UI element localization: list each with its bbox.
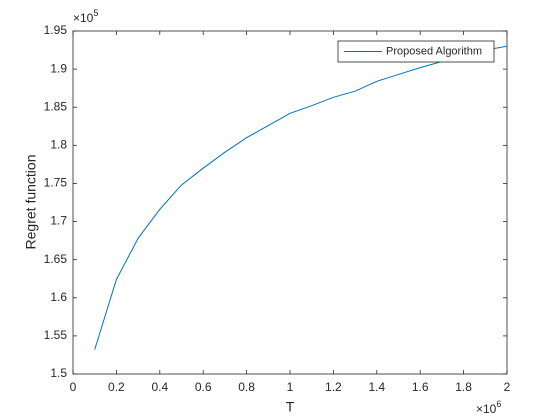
y-tick-label: 1.6	[50, 290, 67, 304]
x-tick-label: 1.2	[325, 380, 342, 394]
x-tick-label: 0.4	[151, 380, 168, 394]
x-tick-label: 0.8	[238, 380, 255, 394]
y-tick-label: 1.8	[50, 138, 67, 152]
y-tick-label: 1.65	[44, 252, 68, 266]
x-tick-label: 1.6	[412, 380, 429, 394]
y-multiplier-exponent: 5	[93, 8, 98, 18]
x-multiplier-base: ×10	[476, 402, 497, 416]
data-line	[94, 45, 508, 350]
x-axis-label: T	[286, 399, 295, 415]
y-axis-label: Regret function	[23, 155, 39, 250]
y-tick-label: 1.9	[50, 61, 67, 75]
x-tick-label: 0.6	[195, 380, 212, 394]
x-tick-label: 0.2	[108, 380, 125, 394]
y-tick-label: 1.75	[44, 176, 68, 190]
x-tick-label: 2	[504, 380, 511, 394]
y-tick-label: 1.95	[44, 23, 68, 37]
axes-box	[72, 30, 508, 375]
y-tick-label: 1.55	[44, 328, 68, 342]
x-multiplier: ×106	[476, 399, 501, 416]
x-tick-label: 1.8	[455, 380, 472, 394]
y-tick-label: 1.85	[44, 99, 68, 113]
y-tick-label: 1.7	[50, 214, 67, 228]
x-tick-label: 1	[287, 380, 294, 394]
y-tick-label: 1.5	[50, 366, 67, 380]
x-multiplier-exponent: 6	[496, 399, 501, 409]
legend-box	[337, 40, 495, 63]
y-multiplier-base: ×10	[73, 11, 94, 25]
x-tick-label: 1.4	[368, 380, 385, 394]
y-multiplier: ×105	[73, 8, 98, 25]
x-tick-label: 0	[70, 380, 77, 394]
legend-label: Proposed Algorithm	[386, 45, 482, 57]
